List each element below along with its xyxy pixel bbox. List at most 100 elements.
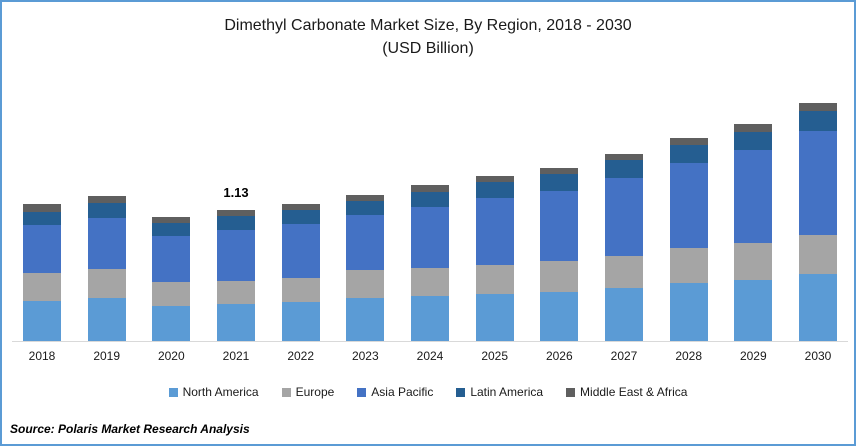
bar-segment-north-america-2025 <box>475 294 514 341</box>
bar-segment-north-america-2029 <box>734 280 773 341</box>
bar-segment-middle-east-africa-2023 <box>346 195 385 201</box>
bar-segment-europe-2027 <box>605 256 643 288</box>
bar-segment-north-america-2024 <box>411 296 449 341</box>
bar-segment-asia-pacific-2020 <box>152 236 191 282</box>
bar-segment-asia-pacific-2018 <box>23 225 61 273</box>
bar-segment-europe-2019 <box>87 269 126 298</box>
bar-segment-latin-america-2020 <box>152 223 191 236</box>
bar-segment-north-america-2027 <box>605 288 643 341</box>
bar-segment-asia-pacific-2023 <box>346 215 385 270</box>
legend-item-europe: Europe <box>281 385 335 399</box>
bar-segment-middle-east-africa-2018 <box>23 204 61 212</box>
legend-item-north-america: North America <box>168 385 259 399</box>
x-axis-label-2018: 2018 <box>28 349 56 363</box>
bar-segment-north-america-2030 <box>799 274 837 341</box>
bar-segment-middle-east-africa-2030 <box>799 103 837 111</box>
bar-segment-middle-east-africa-2027 <box>605 154 643 160</box>
bar-segment-asia-pacific-2030 <box>799 131 837 235</box>
bar-segment-middle-east-africa-2021 <box>217 210 255 216</box>
bar-segment-europe-2029 <box>734 243 773 280</box>
legend: North America Europe Asia Pacific Latin Ame… <box>2 385 854 399</box>
bar-segment-middle-east-africa-2028 <box>669 138 708 145</box>
legend-label: Europe <box>295 385 335 399</box>
bar-segment-europe-2030 <box>799 235 837 274</box>
legend-swatch-latin-america <box>456 387 466 397</box>
bar-segment-latin-america-2026 <box>540 174 579 191</box>
bar-segment-europe-2022 <box>281 278 320 302</box>
bar-segment-asia-pacific-2021 <box>217 230 255 281</box>
legend-swatch-europe <box>281 387 291 397</box>
bar-segment-asia-pacific-2029 <box>734 150 773 243</box>
x-axis-label-2023: 2023 <box>351 349 379 363</box>
bar-segment-middle-east-africa-2020 <box>152 217 191 223</box>
legend-swatch-asia-pacific <box>357 387 367 397</box>
legend-label: North America <box>182 385 259 399</box>
bar-segment-middle-east-africa-2025 <box>475 176 514 182</box>
bar-segment-middle-east-africa-2026 <box>540 168 579 174</box>
bar-segment-north-america-2018 <box>23 301 61 341</box>
legend-swatch-north-america <box>168 387 178 397</box>
bar-segment-middle-east-africa-2029 <box>734 124 773 132</box>
bar-segment-latin-america-2027 <box>605 160 643 178</box>
bar-segment-middle-east-africa-2024 <box>411 185 449 192</box>
x-axis-line <box>12 341 848 342</box>
source-note: Source: Polaris Market Research Analysis <box>10 422 250 436</box>
bar-segment-latin-america-2019 <box>87 203 126 218</box>
bar-segment-asia-pacific-2025 <box>475 198 514 265</box>
bar-segment-latin-america-2025 <box>475 182 514 198</box>
bar-segment-north-america-2022 <box>281 302 320 341</box>
bar-segment-europe-2025 <box>475 265 514 294</box>
legend-item-middle-east-africa: Middle East & Africa <box>566 385 687 399</box>
x-axis-label-2025: 2025 <box>481 349 509 363</box>
x-axis-label-2028: 2028 <box>675 349 703 363</box>
chart-title: Dimethyl Carbonate Market Size, By Regio… <box>224 17 632 34</box>
x-axis-label-2022: 2022 <box>287 349 315 363</box>
bar-segment-europe-2020 <box>152 282 191 306</box>
bar-segment-latin-america-2028 <box>669 145 708 163</box>
bar-segment-asia-pacific-2026 <box>540 191 579 261</box>
bar-segment-north-america-2028 <box>669 283 708 341</box>
bar-segment-latin-america-2021 <box>217 216 255 230</box>
bar-segment-asia-pacific-2022 <box>281 224 320 278</box>
bar-segment-asia-pacific-2024 <box>411 207 449 268</box>
bar-segment-latin-america-2022 <box>281 210 320 224</box>
legend-swatch-middle-east-africa <box>566 387 576 397</box>
bar-segment-europe-2026 <box>540 261 579 292</box>
bar-segment-europe-2021 <box>217 281 255 304</box>
bar-segment-asia-pacific-2028 <box>669 163 708 248</box>
legend-label: Asia Pacific <box>371 385 434 399</box>
chart-title-block: Dimethyl Carbonate Market Size, By Regio… <box>2 14 854 60</box>
bar-segment-middle-east-africa-2022 <box>281 204 320 210</box>
bar-segment-north-america-2026 <box>540 292 579 341</box>
bar-segment-europe-2018 <box>23 273 61 301</box>
x-axis-label-2029: 2029 <box>739 349 767 363</box>
x-axis-label-2019: 2019 <box>93 349 121 363</box>
bar-segment-north-america-2019 <box>87 298 126 341</box>
bar-segment-asia-pacific-2027 <box>605 178 643 256</box>
legend-label: Middle East & Africa <box>580 385 688 399</box>
bar-segment-north-america-2020 <box>152 306 191 341</box>
x-axis-label-2021: 2021 <box>222 349 250 363</box>
x-axis-label-2027: 2027 <box>610 349 638 363</box>
legend-item-asia-pacific: Asia Pacific <box>357 385 433 399</box>
chart-subtitle: (USD Billion) <box>382 40 474 57</box>
data-label-2021: 1.13 <box>223 185 249 200</box>
bar-segment-middle-east-africa-2019 <box>87 196 126 203</box>
bar-segment-europe-2023 <box>346 270 385 298</box>
bar-segment-europe-2024 <box>411 268 449 296</box>
legend-label: Latin America <box>470 385 544 399</box>
bar-segment-north-america-2023 <box>346 298 385 341</box>
bar-segment-asia-pacific-2019 <box>87 218 126 269</box>
x-axis-label-2030: 2030 <box>804 349 832 363</box>
x-axis-label-2026: 2026 <box>545 349 573 363</box>
x-axis-label-2024: 2024 <box>416 349 444 363</box>
x-axis-label-2020: 2020 <box>157 349 185 363</box>
bar-segment-latin-america-2030 <box>799 111 837 131</box>
bar-segment-latin-america-2023 <box>346 201 385 215</box>
bar-segment-north-america-2021 <box>217 304 255 341</box>
bar-segment-latin-america-2024 <box>411 192 449 207</box>
bar-segment-europe-2028 <box>669 248 708 283</box>
bar-segment-latin-america-2018 <box>23 212 61 225</box>
